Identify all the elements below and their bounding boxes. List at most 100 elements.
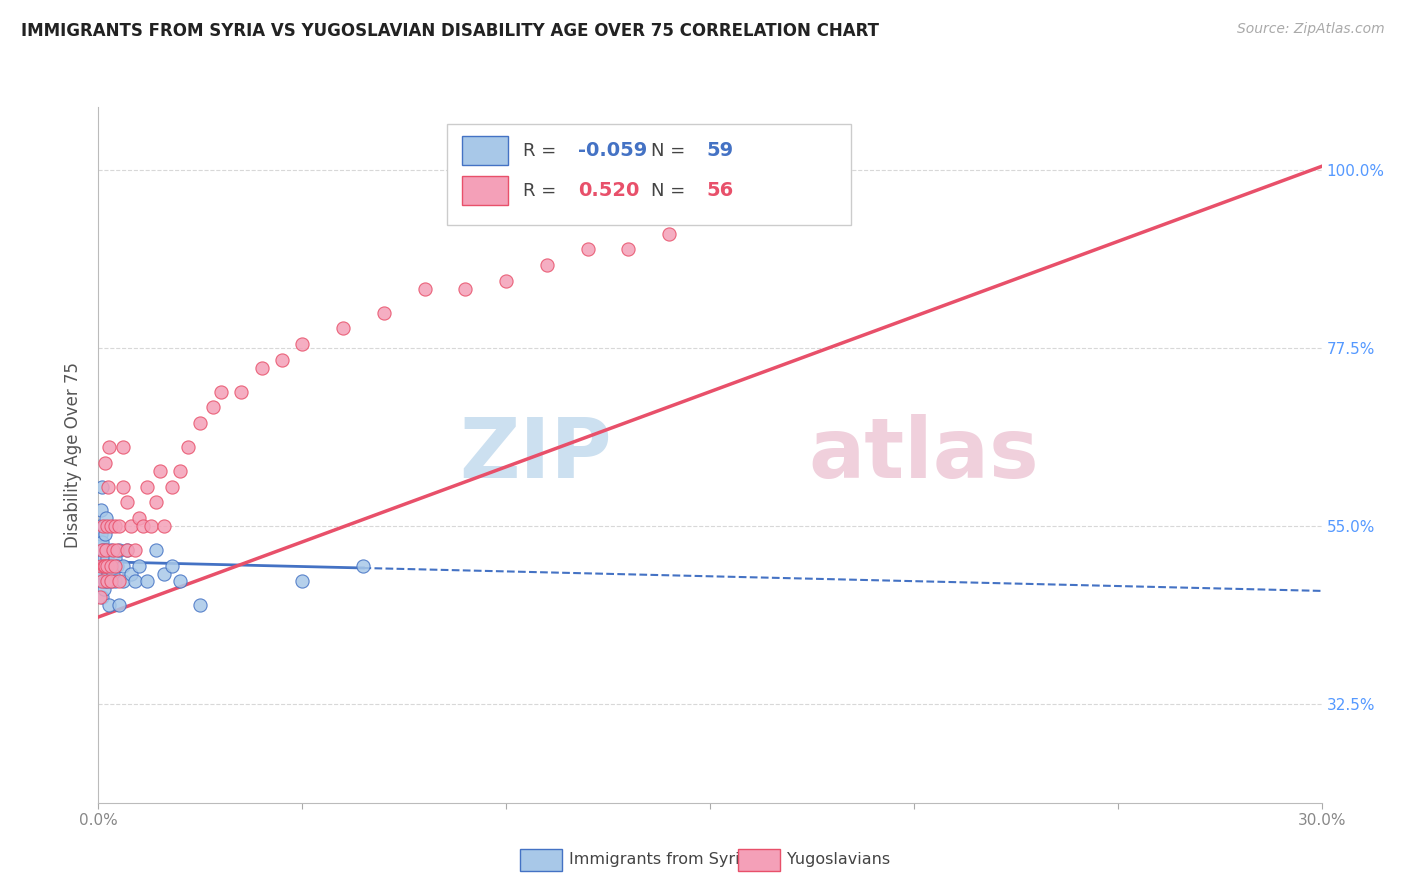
Point	[89, 591, 111, 605]
Point	[454, 282, 477, 296]
Text: Immigrants from Syria: Immigrants from Syria	[569, 853, 749, 867]
Text: -0.059: -0.059	[578, 141, 647, 161]
Point	[96, 558, 118, 573]
Point	[101, 566, 124, 581]
Point	[94, 558, 117, 573]
Point	[495, 274, 517, 288]
Point	[91, 591, 114, 605]
Point	[91, 574, 114, 589]
Point	[93, 527, 115, 541]
Point	[100, 558, 122, 573]
Point	[93, 558, 115, 573]
Point	[91, 535, 114, 549]
Point	[141, 519, 163, 533]
Point	[699, 202, 721, 217]
Point	[100, 574, 122, 589]
Point	[149, 464, 172, 478]
Point	[100, 558, 122, 573]
Point	[231, 384, 253, 399]
Point	[291, 574, 314, 589]
Point	[97, 566, 120, 581]
Point	[352, 558, 374, 573]
Point	[104, 519, 127, 533]
Point	[160, 479, 183, 493]
Point	[108, 519, 131, 533]
Point	[93, 519, 115, 533]
Point	[96, 574, 118, 589]
Point	[136, 479, 159, 493]
Point	[108, 598, 131, 612]
Point	[136, 574, 159, 589]
Text: ZIP: ZIP	[460, 415, 612, 495]
Point	[120, 566, 142, 581]
Point	[91, 542, 114, 557]
Point	[96, 574, 118, 589]
Point	[96, 511, 118, 525]
Point	[97, 440, 120, 454]
Point	[90, 527, 112, 541]
Text: Source: ZipAtlas.com: Source: ZipAtlas.com	[1237, 22, 1385, 37]
Point	[128, 511, 150, 525]
FancyBboxPatch shape	[447, 124, 851, 226]
Point	[94, 542, 117, 557]
Point	[93, 456, 115, 470]
Point	[90, 542, 112, 557]
Text: Yugoslavians: Yugoslavians	[787, 853, 890, 867]
Point	[152, 519, 174, 533]
Point	[93, 558, 115, 573]
Point	[108, 542, 131, 557]
Text: IMMIGRANTS FROM SYRIA VS YUGOSLAVIAN DISABILITY AGE OVER 75 CORRELATION CHART: IMMIGRANTS FROM SYRIA VS YUGOSLAVIAN DIS…	[21, 22, 879, 40]
Point	[145, 495, 167, 509]
Text: R =: R =	[523, 182, 562, 200]
Point	[104, 574, 127, 589]
Point	[617, 243, 640, 257]
Point	[177, 440, 200, 454]
Point	[89, 558, 111, 573]
Point	[100, 542, 122, 557]
Point	[111, 479, 134, 493]
Point	[115, 542, 138, 557]
Point	[90, 558, 112, 573]
Point	[91, 558, 114, 573]
Point	[413, 282, 436, 296]
Point	[111, 558, 134, 573]
Point	[108, 574, 131, 589]
Point	[188, 417, 212, 431]
Point	[124, 574, 146, 589]
Point	[101, 542, 124, 557]
Point	[188, 598, 212, 612]
Point	[658, 227, 681, 241]
Point	[91, 519, 114, 533]
Point	[90, 542, 112, 557]
Point	[97, 479, 120, 493]
Text: 59: 59	[706, 141, 734, 161]
Point	[145, 542, 167, 557]
FancyBboxPatch shape	[461, 176, 508, 205]
Point	[115, 495, 138, 509]
Point	[332, 321, 354, 335]
Point	[160, 558, 183, 573]
FancyBboxPatch shape	[461, 136, 508, 166]
Point	[94, 574, 117, 589]
Point	[89, 542, 111, 557]
Point	[270, 353, 294, 368]
Point	[105, 542, 128, 557]
Point	[124, 542, 146, 557]
Text: N =: N =	[651, 182, 692, 200]
Point	[104, 550, 127, 565]
Y-axis label: Disability Age Over 75: Disability Age Over 75	[65, 362, 83, 548]
Point	[96, 558, 118, 573]
Text: atlas: atlas	[808, 415, 1039, 495]
Point	[89, 535, 111, 549]
Point	[91, 574, 114, 589]
Point	[89, 566, 111, 581]
Point	[98, 598, 121, 612]
Point	[250, 361, 273, 376]
Point	[576, 243, 599, 257]
Point	[132, 519, 155, 533]
Point	[96, 558, 118, 573]
Text: R =: R =	[523, 142, 562, 160]
Point	[91, 558, 114, 573]
Text: 0.520: 0.520	[578, 181, 640, 200]
Point	[201, 401, 224, 415]
